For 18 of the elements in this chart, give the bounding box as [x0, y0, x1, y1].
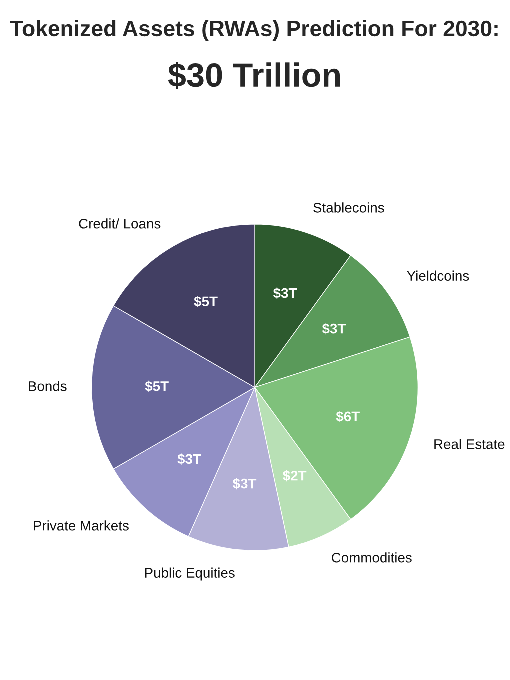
chart-title: Tokenized Assets (RWAs) Prediction For 2030:	[10, 20, 498, 41]
slice-label: Stablecoins	[314, 202, 384, 213]
data-label: $6T	[336, 411, 360, 422]
data-label: $3T	[273, 288, 298, 300]
slice-label: Private Markets	[34, 520, 129, 531]
slice-label: Yieldcoins	[407, 270, 470, 282]
slice-label: Real Estate	[434, 439, 505, 450]
data-label: $3T	[232, 478, 257, 490]
data-label: $5T	[145, 380, 169, 392]
slice-label: Bonds	[29, 381, 67, 392]
slice-label: Credit/ Loans	[79, 218, 161, 229]
chart-subtitle: $30 Trillion	[168, 62, 340, 90]
data-label: $5T	[194, 296, 218, 308]
slice-label: Commodities	[332, 552, 412, 563]
data-label: $3T	[178, 454, 202, 465]
data-label: $3T	[322, 323, 346, 335]
data-label: $2T	[283, 470, 307, 482]
slice-label: Public Equities	[145, 568, 235, 581]
